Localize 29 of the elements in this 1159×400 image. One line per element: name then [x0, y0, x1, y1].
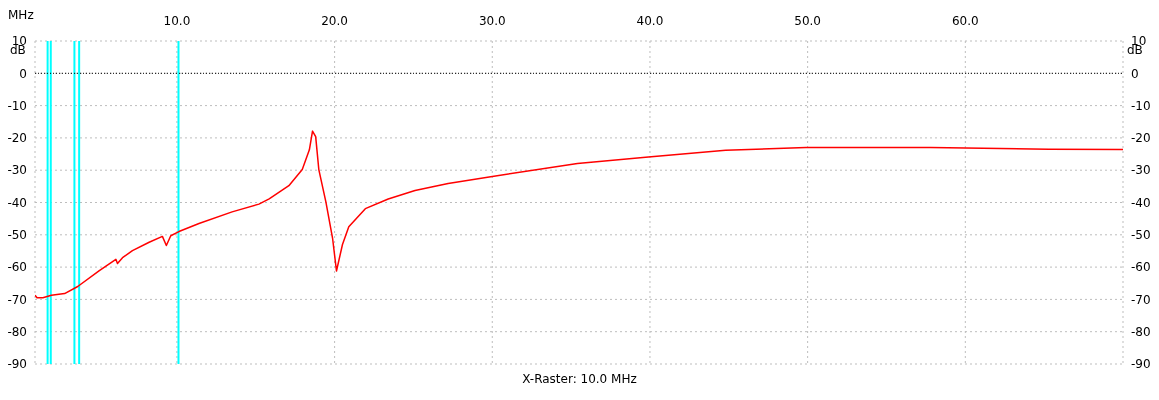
y-tick-label: -10 [7, 98, 27, 113]
y-tick-label: 0 [19, 66, 27, 81]
text: X-Raster: 10.0 MHz [521, 372, 638, 386]
y-tick-label: -50 [7, 228, 27, 243]
y-tick-label: -30 [7, 163, 27, 178]
y2-tick-label: -60 [1131, 260, 1151, 275]
y2-tick-label: -50 [1131, 228, 1151, 243]
y-tick-label: -90 [7, 357, 27, 372]
x-tick-label: 60.0 [951, 14, 979, 28]
x-tick-label: 30.0 [478, 14, 506, 28]
y2-tick-label: -40 [1131, 195, 1151, 210]
y2-tick-label: -20 [1131, 131, 1151, 146]
line-series [35, 130, 1123, 299]
y2-tick-label: -30 [1131, 163, 1151, 178]
x-tick-label: 10.0 [163, 14, 191, 28]
y-tick-label: -20 [7, 131, 27, 146]
y-tick-label: -70 [7, 292, 27, 307]
y2-tick-label: -10 [1131, 98, 1151, 113]
x-axis-title: MHz [8, 8, 34, 22]
y-tick-label: -80 [7, 324, 27, 339]
x-tick-label: 50.0 [794, 14, 821, 28]
y-tick-label: -60 [7, 260, 27, 275]
y2-tick-label: -90 [1131, 357, 1151, 372]
x-tick-label: 40.0 [636, 14, 664, 28]
y2-tick-label: -70 [1131, 292, 1151, 307]
x-tick-label: 20.0 [321, 14, 348, 28]
y2-tick-label: 0 [1131, 66, 1139, 81]
y2-tick-label: -80 [1131, 324, 1151, 339]
y-tick-label: -40 [7, 195, 27, 210]
